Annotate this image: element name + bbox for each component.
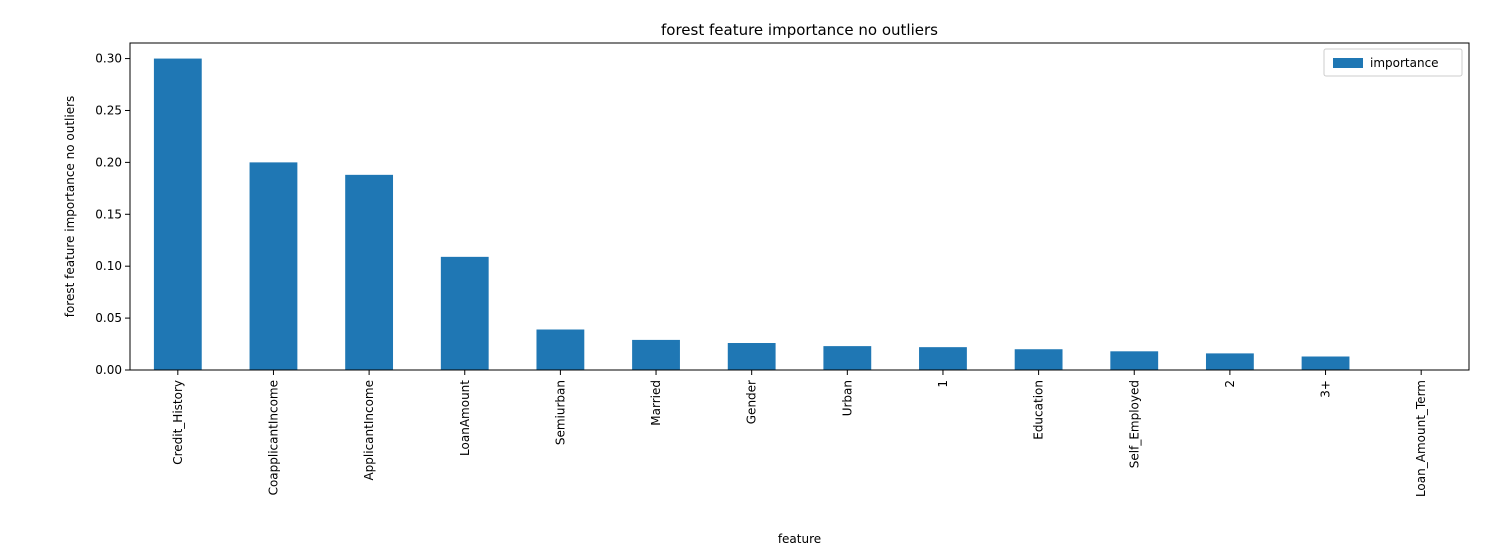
bar-self-employed bbox=[1110, 351, 1159, 370]
x-tick-label: 1 bbox=[936, 380, 950, 388]
bars-group bbox=[153, 58, 1350, 370]
x-axis-label: feature bbox=[778, 532, 821, 546]
y-tick-label: 0.05 bbox=[95, 311, 122, 325]
bar-married bbox=[632, 339, 680, 370]
y-tick-label: 0.25 bbox=[95, 103, 122, 117]
x-tick-label: CoapplicantIncome bbox=[266, 380, 280, 495]
x-tick-label: Married bbox=[649, 380, 663, 426]
chart-title: forest feature importance no outliers bbox=[661, 21, 938, 39]
y-tick-label: 0.00 bbox=[95, 363, 122, 377]
y-tick-label: 0.30 bbox=[95, 52, 122, 66]
x-tick-label: 3+ bbox=[1319, 380, 1333, 398]
bar-coapplicantincome bbox=[249, 162, 298, 370]
y-tick-label: 0.10 bbox=[95, 259, 122, 273]
x-tick-label: Urban bbox=[840, 380, 854, 416]
bar-gender bbox=[727, 343, 776, 370]
x-tick-label: Self_Employed bbox=[1127, 380, 1141, 468]
x-tick-label: Semiurban bbox=[553, 380, 567, 445]
legend-label: importance bbox=[1370, 56, 1439, 70]
x-tick-label: Loan_Amount_Term bbox=[1414, 380, 1428, 497]
y-axis: 0.00 0.05 0.10 0.15 0.20 0.25 0.30 bbox=[95, 52, 130, 377]
bar-1 bbox=[919, 347, 967, 370]
bar-applicantincome bbox=[345, 174, 394, 370]
y-axis-label: forest feature importance no outliers bbox=[63, 96, 77, 318]
plot-area-frame bbox=[129, 42, 1470, 371]
bar-semiurban bbox=[536, 329, 585, 370]
legend-box bbox=[1323, 48, 1463, 77]
x-tick-label: Education bbox=[1032, 380, 1046, 440]
bar-loanamount bbox=[440, 256, 489, 370]
y-tick-label: 0.15 bbox=[95, 207, 122, 221]
y-tick-label: 0.20 bbox=[95, 155, 122, 169]
legend-swatch bbox=[1333, 58, 1363, 68]
bar-education bbox=[1014, 349, 1063, 370]
x-tick-label: 2 bbox=[1223, 380, 1237, 388]
x-tick-label: LoanAmount bbox=[458, 380, 472, 456]
legend: importance bbox=[1323, 48, 1463, 77]
x-axis: Credit_History CoapplicantIncome Applicant… bbox=[171, 370, 1428, 497]
x-tick-label: ApplicantIncome bbox=[362, 380, 376, 481]
x-tick-label: Credit_History bbox=[171, 380, 185, 465]
bar-3- bbox=[1301, 356, 1350, 370]
x-tick-label: Gender bbox=[745, 380, 759, 424]
bar-credit-history bbox=[153, 58, 202, 370]
bar-urban bbox=[823, 346, 872, 370]
bar-2 bbox=[1205, 353, 1254, 370]
